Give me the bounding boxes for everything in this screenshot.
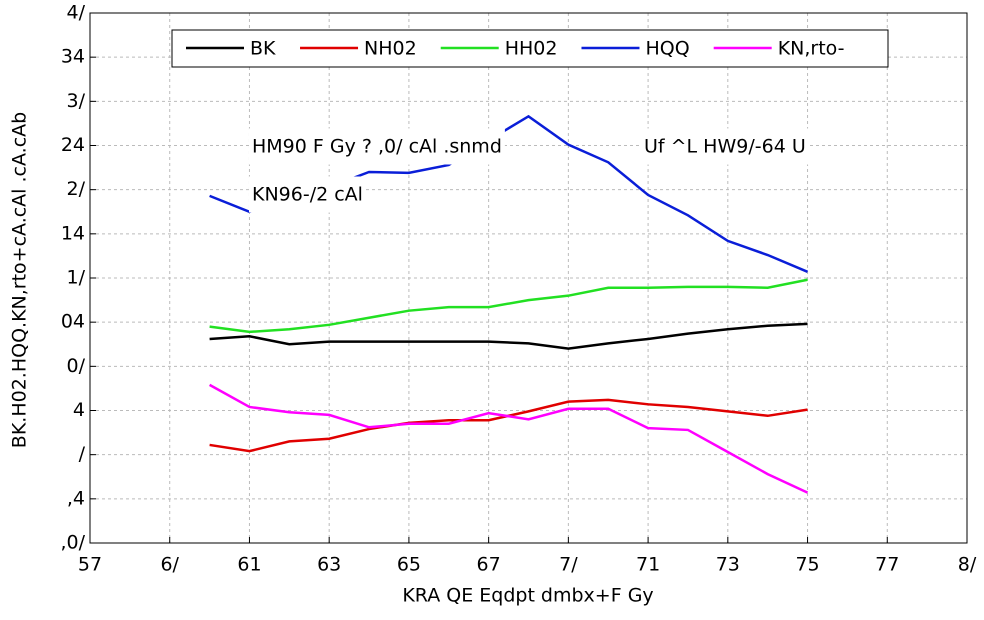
x-tick-label: 63 — [317, 554, 341, 576]
annotation-text: HM90 F Gy ? ,0/ cAl .snmd — [252, 136, 502, 158]
y-tick-label: 04 — [61, 311, 85, 333]
y-tick-label: ,0/ — [60, 532, 85, 554]
x-tick-label: 67 — [477, 554, 501, 576]
y-tick-label: ,4 — [67, 487, 85, 509]
legend-label: HH02 — [505, 38, 558, 60]
series-line — [209, 278, 808, 334]
plot-frame — [89, 12, 968, 544]
annotation: KN96-/2 cAl — [249, 176, 366, 213]
annotation: Uf ^L HW9/-64 U — [641, 128, 809, 165]
x-tick-label: 61 — [237, 554, 261, 576]
y-tick-label: 24 — [61, 134, 85, 156]
annotation-box — [249, 128, 505, 165]
annotation-text: Uf ^L HW9/-64 U — [644, 136, 806, 158]
y-tick-label: 34 — [61, 46, 85, 68]
x-tick-label: 6/ — [160, 554, 179, 576]
x-tick-label: 7/ — [559, 554, 578, 576]
x-tick-label: 8/ — [958, 554, 977, 576]
x-tick-label: 77 — [875, 554, 899, 576]
series-line — [209, 398, 808, 453]
y-tick-label: / — [79, 443, 86, 465]
annotation-text: KN96-/2 cAl — [252, 184, 363, 206]
x-tick-label: 75 — [795, 554, 819, 576]
legend-label: BK — [250, 38, 276, 60]
x-tick-label: 73 — [716, 554, 740, 576]
y-tick-label: 1/ — [67, 267, 86, 289]
y-tick-label: 4/ — [67, 2, 86, 24]
y-tick-label: 3/ — [67, 90, 86, 112]
x-tick-label: 65 — [397, 554, 421, 576]
y-tick-label: 0/ — [67, 355, 86, 377]
y-axis-label: BK.H02.HQQ.KN,rto+cA.cAl .cA.cAb — [9, 112, 31, 448]
legend-label: NH02 — [364, 38, 417, 60]
series-line — [209, 322, 808, 350]
legend-label: KN,rto- — [778, 38, 845, 60]
annotation: HM90 F Gy ? ,0/ cAl .snmd — [249, 128, 505, 165]
y-tick-label: 4 — [73, 399, 85, 421]
annotation-box — [249, 176, 366, 213]
x-tick-label: 71 — [636, 554, 660, 576]
y-tick-label: 14 — [61, 222, 85, 244]
y-tick-label: 2/ — [67, 178, 86, 200]
legend: BK NH02 HH02 HQQ KN,rto- — [171, 29, 889, 68]
x-tick-label: 57 — [78, 554, 102, 576]
series-line — [208, 383, 809, 494]
annotation-box — [641, 128, 809, 165]
x-axis-label: KRA QE Eqdpt dmbx+F Gy — [402, 585, 653, 607]
legend-label: HQQ — [645, 38, 689, 60]
